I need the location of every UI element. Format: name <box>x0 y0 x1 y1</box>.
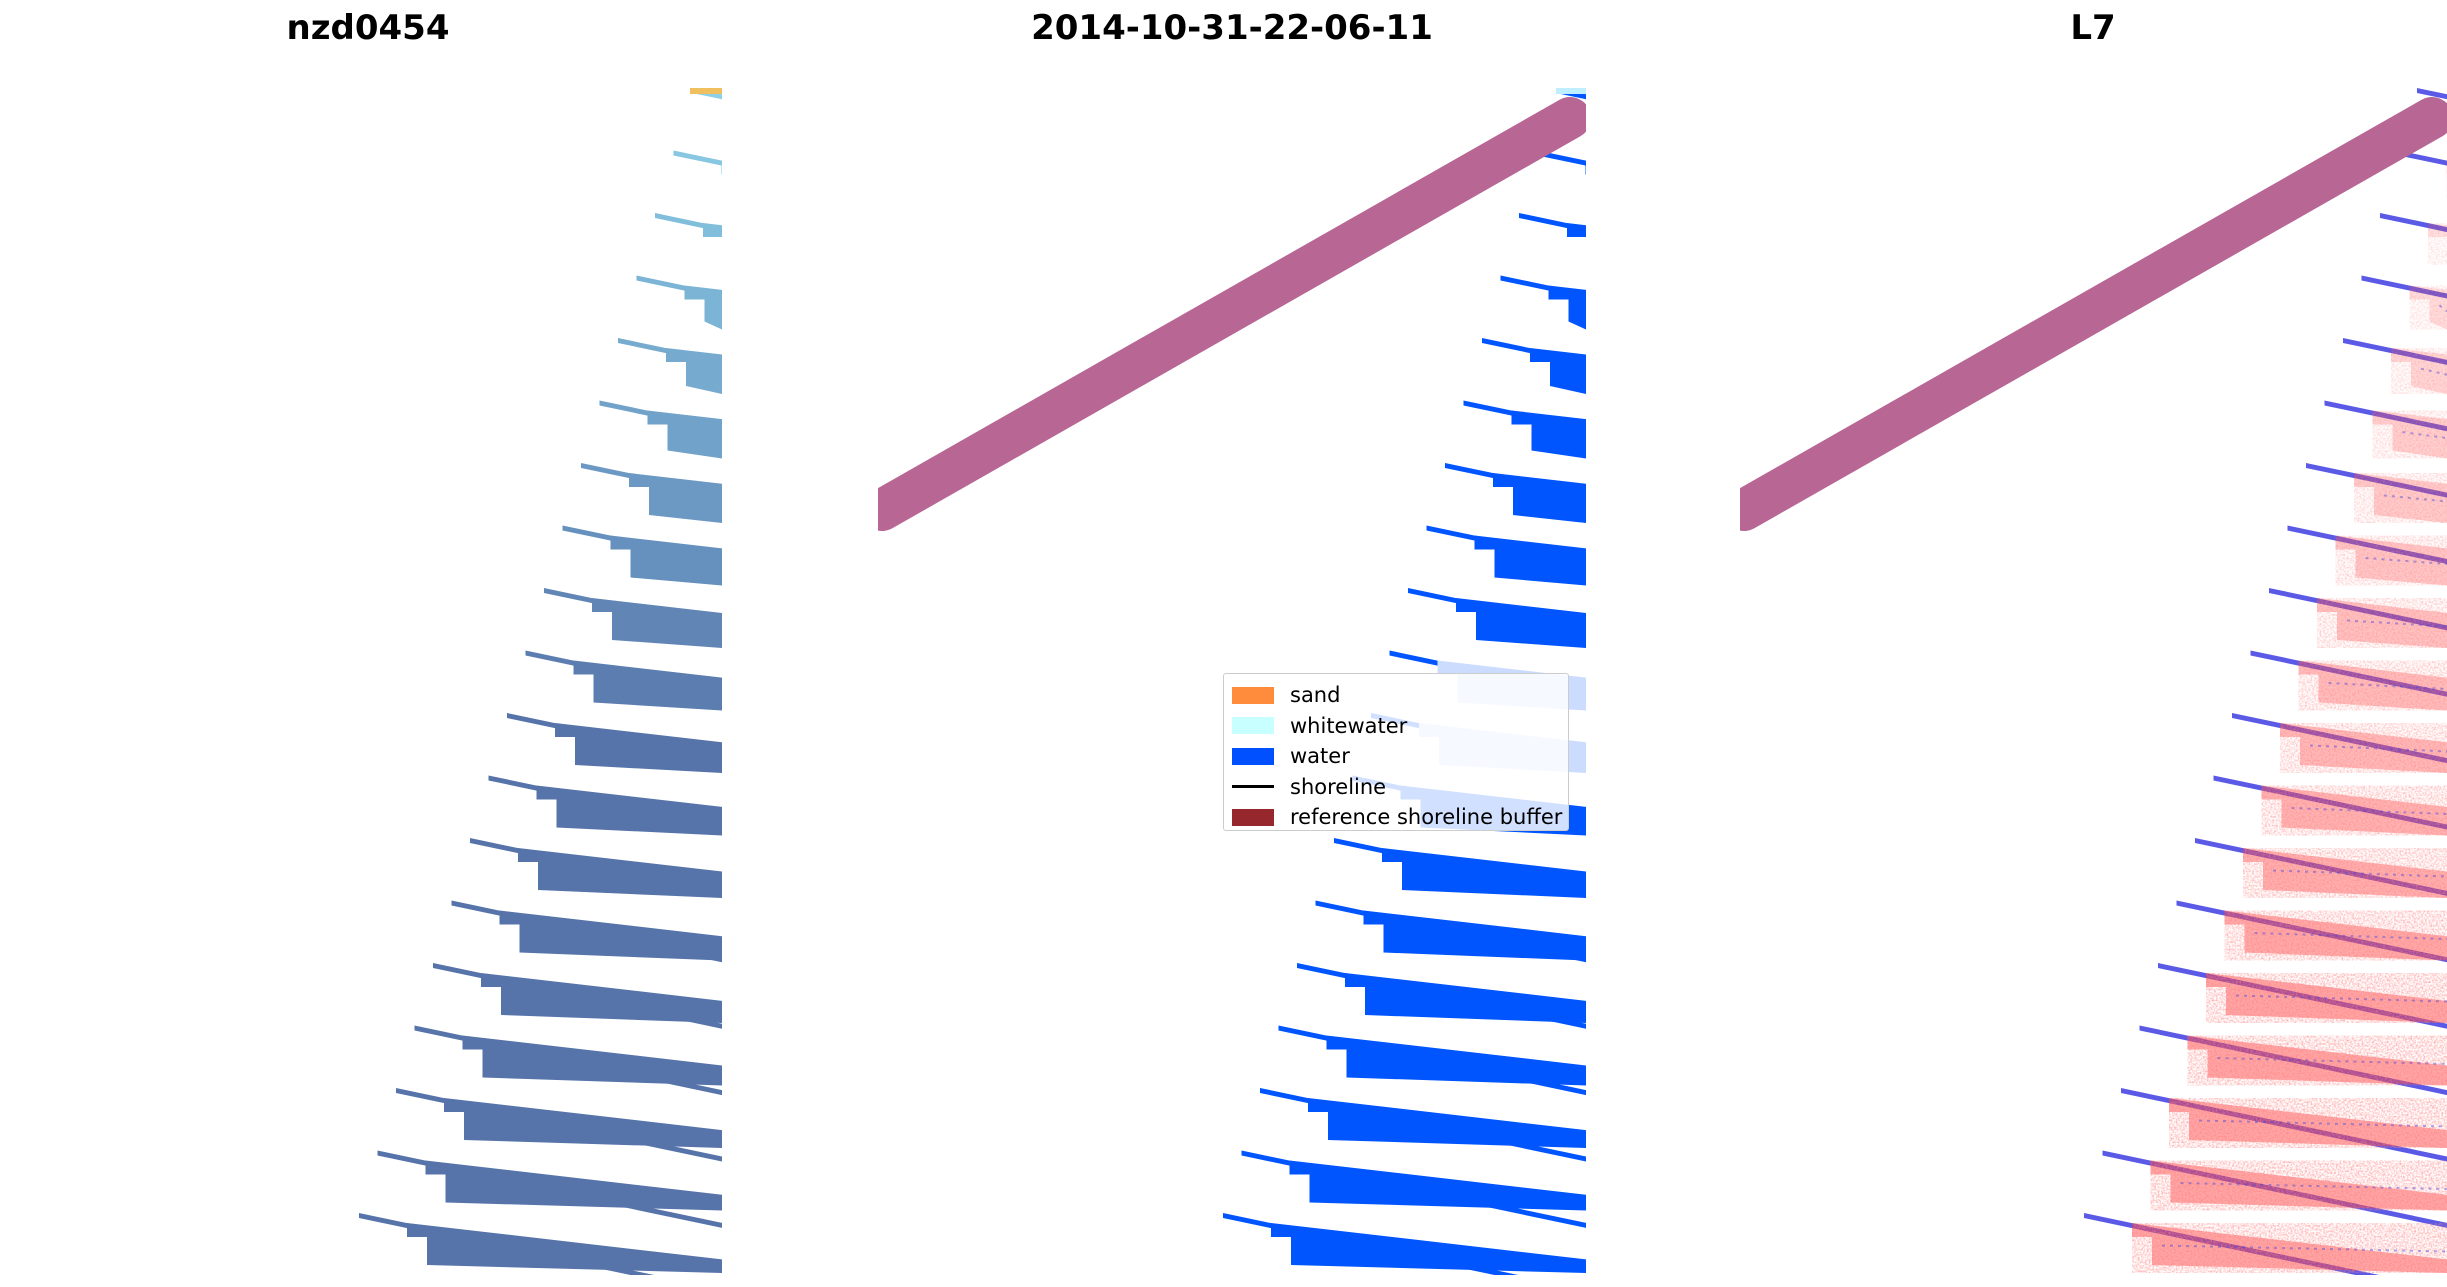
mndwi-texture <box>2299 661 2447 711</box>
edge-artifact <box>690 88 722 94</box>
panel-title-rgb: nzd0454 <box>287 8 450 48</box>
swath-block <box>666 348 722 394</box>
swath-block <box>1308 1098 1586 1148</box>
swath-block <box>426 1161 723 1211</box>
swath-block <box>722 161 742 201</box>
mndwi-texture <box>2428 223 2447 265</box>
swath-block <box>1382 848 1586 898</box>
swath-block <box>1549 286 1587 330</box>
legend-item-sand: sand <box>1232 680 1560 711</box>
swath-block <box>444 1098 722 1148</box>
mndwi-texture <box>2317 598 2447 648</box>
legend-swatch-whitewater <box>1232 717 1274 734</box>
swath-block <box>1530 348 1586 394</box>
swath-block <box>685 286 723 330</box>
legend-label: reference shoreline buffer <box>1290 805 1562 829</box>
swath-block <box>555 723 722 773</box>
legend-item-whitewater: whitewater <box>1232 711 1560 742</box>
mndwi-texture <box>2188 1036 2447 1086</box>
mndwi-texture <box>2391 348 2447 394</box>
swath-block <box>1512 411 1587 459</box>
rgb-image-panel <box>359 88 760 1283</box>
swath-block <box>463 1036 723 1086</box>
swath-block <box>611 536 723 586</box>
mndwi-panel <box>1744 88 2447 1283</box>
swath-block <box>1475 536 1587 586</box>
legend-label: water <box>1290 744 1350 768</box>
legend-label: sand <box>1290 683 1340 707</box>
swath-block <box>592 598 722 648</box>
swath-block <box>1493 473 1586 523</box>
swath-block <box>703 223 723 265</box>
swath-line <box>674 151 723 166</box>
swath-block <box>518 848 722 898</box>
legend-swatch-sand <box>1232 687 1274 704</box>
legend-line-shoreline <box>1232 785 1274 788</box>
mndwi-texture <box>2280 723 2447 773</box>
swath-block <box>1567 223 1587 265</box>
swath-block <box>407 1223 722 1273</box>
swath-block <box>722 96 760 136</box>
mndwi-texture <box>2132 1223 2447 1273</box>
legend-item-water: water <box>1232 741 1560 772</box>
edge-artifact <box>1556 88 1586 94</box>
swath-block <box>629 473 722 523</box>
swath-block <box>1364 911 1587 961</box>
legend-label: whitewater <box>1290 714 1407 738</box>
legend-swatch-reference-buffer <box>1232 809 1274 826</box>
swath-block <box>1586 161 1606 201</box>
swath-block <box>574 661 723 711</box>
mndwi-texture <box>2373 411 2447 459</box>
reference-shoreline-buffer <box>882 118 1570 510</box>
mndwi-texture <box>2151 1161 2447 1211</box>
swath-block <box>1327 1036 1587 1086</box>
panel-title-date: 2014-10-31-22-06-11 <box>1031 8 1433 48</box>
legend-item-shoreline: shoreline <box>1232 772 1560 803</box>
panel-title-satellite: L7 <box>2070 8 2115 48</box>
legend-label: shoreline <box>1290 775 1386 799</box>
mndwi-texture <box>2169 1098 2447 1148</box>
legend-item-reference-buffer: reference shoreline buffer <box>1232 802 1560 833</box>
swath-block <box>1290 1161 1587 1211</box>
swath-block <box>537 786 723 836</box>
legend: sand whitewater water shoreline referenc… <box>1223 673 1569 831</box>
legend-swatch-water <box>1232 748 1274 765</box>
swath-block <box>648 411 723 459</box>
swath-block <box>500 911 723 961</box>
swath-block <box>1345 973 1586 1023</box>
swath-block <box>481 973 722 1023</box>
mndwi-texture <box>2262 786 2447 836</box>
swath-block <box>1586 96 1624 136</box>
swath-block <box>1456 598 1586 648</box>
reference-shoreline-buffer <box>1744 118 2432 510</box>
swath-block <box>1271 1223 1586 1273</box>
